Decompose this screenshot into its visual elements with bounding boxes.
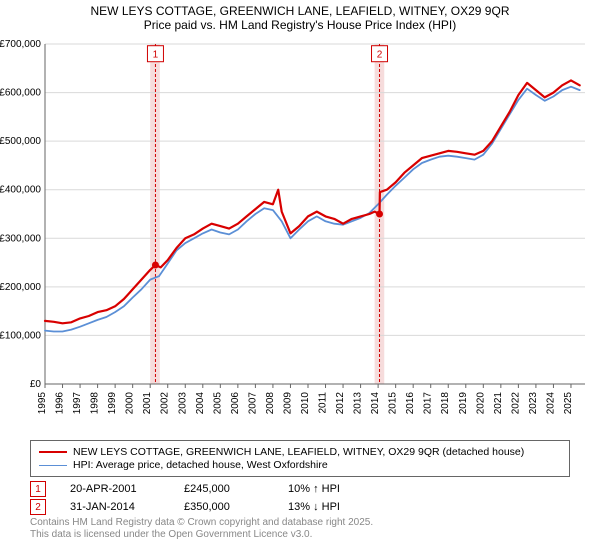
svg-text:2013: 2013	[353, 392, 364, 415]
svg-text:2023: 2023	[528, 392, 539, 415]
svg-text:2000: 2000	[125, 392, 136, 415]
footer-line-1: Contains HM Land Registry data © Crown c…	[30, 517, 570, 529]
svg-text:£0: £0	[30, 379, 42, 390]
marker-date: 20-APR-2001	[70, 483, 160, 495]
marker-price: £245,000	[184, 483, 264, 495]
svg-text:2016: 2016	[405, 392, 416, 415]
legend-label: HPI: Average price, detached house, West…	[73, 459, 328, 471]
marker-table: 1 20-APR-2001 £245,000 10% ↑ HPI 2 31-JAN-201…	[30, 481, 570, 515]
svg-text:£500,000: £500,000	[0, 136, 41, 147]
svg-text:£100,000: £100,000	[0, 330, 41, 341]
svg-text:2004: 2004	[195, 392, 206, 415]
svg-text:2015: 2015	[388, 392, 399, 415]
marker-price: £350,000	[184, 501, 264, 513]
svg-text:2009: 2009	[282, 392, 293, 415]
svg-text:2007: 2007	[247, 392, 258, 415]
svg-text:2010: 2010	[300, 392, 311, 415]
legend-swatch	[39, 465, 67, 466]
svg-text:£200,000: £200,000	[0, 282, 41, 293]
svg-text:2006: 2006	[230, 392, 241, 415]
svg-text:2022: 2022	[510, 392, 521, 415]
svg-text:2003: 2003	[177, 392, 188, 415]
svg-text:1999: 1999	[107, 392, 118, 415]
marker-id-box: 1	[30, 481, 46, 497]
svg-text:£300,000: £300,000	[0, 233, 41, 244]
svg-text:£400,000: £400,000	[0, 185, 41, 196]
legend-label: NEW LEYS COTTAGE, GREENWICH LANE, LEAFIE…	[73, 446, 524, 458]
title-line-1: NEW LEYS COTTAGE, GREENWICH LANE, LEAFIE…	[0, 4, 600, 18]
svg-text:2020: 2020	[475, 392, 486, 415]
svg-text:2005: 2005	[212, 392, 223, 415]
marker-pct: 13% ↓ HPI	[288, 501, 388, 513]
legend-item: NEW LEYS COTTAGE, GREENWICH LANE, LEAFIE…	[39, 446, 561, 458]
marker-row: 2 31-JAN-2014 £350,000 13% ↓ HPI	[30, 499, 570, 515]
svg-text:2025: 2025	[563, 392, 574, 415]
chart-plot-area: £0 £100,000 £200,000 £300,000 £400,000 £500,0…	[0, 34, 600, 434]
svg-text:1997: 1997	[72, 392, 83, 415]
svg-text:1995: 1995	[37, 392, 48, 415]
svg-text:1996: 1996	[55, 392, 66, 415]
svg-text:2002: 2002	[160, 392, 171, 415]
marker-pct: 10% ↑ HPI	[288, 483, 388, 495]
chart-container: NEW LEYS COTTAGE, GREENWICH LANE, LEAFIE…	[0, 0, 600, 541]
chart-title: NEW LEYS COTTAGE, GREENWICH LANE, LEAFIE…	[0, 0, 600, 34]
svg-text:1: 1	[153, 50, 159, 61]
svg-text:2019: 2019	[458, 392, 469, 415]
svg-text:2021: 2021	[493, 392, 504, 415]
svg-text:2017: 2017	[423, 392, 434, 415]
legend-item: HPI: Average price, detached house, West…	[39, 459, 561, 471]
svg-text:1998: 1998	[90, 392, 101, 415]
svg-text:2008: 2008	[265, 392, 276, 415]
legend: NEW LEYS COTTAGE, GREENWICH LANE, LEAFIE…	[30, 440, 570, 477]
svg-text:2012: 2012	[335, 392, 346, 415]
svg-text:2011: 2011	[318, 392, 329, 414]
svg-text:2024: 2024	[545, 392, 556, 415]
marker-row: 1 20-APR-2001 £245,000 10% ↑ HPI	[30, 481, 570, 497]
svg-text:£600,000: £600,000	[0, 88, 41, 99]
svg-text:2018: 2018	[440, 392, 451, 415]
footer-note: Contains HM Land Registry data © Crown c…	[30, 517, 570, 541]
marker-date: 31-JAN-2014	[70, 501, 160, 513]
svg-text:£700,000: £700,000	[0, 39, 41, 50]
footer-line-2: This data is licensed under the Open Gov…	[30, 529, 570, 541]
marker-id-box: 2	[30, 499, 46, 515]
chart-svg: £0 £100,000 £200,000 £300,000 £400,000 £500,0…	[0, 34, 600, 434]
svg-text:2: 2	[377, 50, 383, 61]
svg-text:2014: 2014	[370, 392, 381, 415]
title-line-2: Price paid vs. HM Land Registry's House …	[0, 18, 600, 32]
svg-text:2001: 2001	[142, 392, 153, 415]
legend-swatch	[39, 451, 67, 453]
